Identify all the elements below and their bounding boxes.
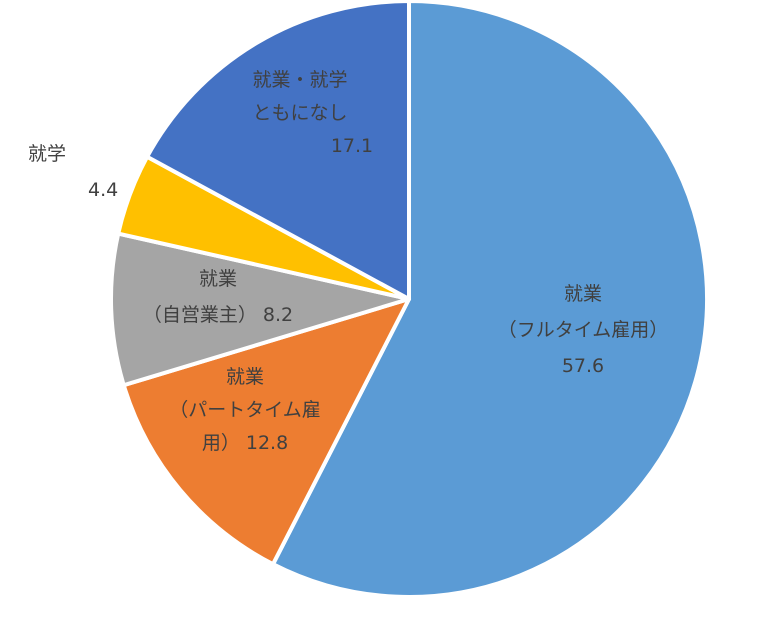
pie-label-2: 就業 （自営業主） 8.2 xyxy=(143,268,293,326)
pie-label-4-line-0: 就業・就学 xyxy=(252,69,347,91)
pie-label-4: 就業・就学ともになし 17.1 xyxy=(252,69,373,157)
pie-label-3: 就学 4.4 xyxy=(28,143,118,201)
pie-label-1: 就業 （パートタイム雇用） 12.8 xyxy=(169,366,321,454)
pie-label-1-value: 用） 12.8 xyxy=(202,432,288,454)
pie-label-4-line-1: ともになし xyxy=(252,102,347,124)
pie-label-0-line-0: 就業 xyxy=(564,283,602,305)
pie-label-2-line-0: 就業 xyxy=(199,268,237,290)
pie-label-0-line-1: （フルタイム雇用） xyxy=(498,319,669,341)
pie-label-3-line-0: 就学 xyxy=(28,143,66,165)
pie-slice-4 xyxy=(145,0,411,301)
pie-slice-0 xyxy=(271,0,709,599)
pie-slice-2 xyxy=(109,231,411,388)
pie-label-1-line-0: 就業 xyxy=(226,366,264,388)
pie-label-0: 就業 （フルタイム雇用） 57.6 xyxy=(498,283,669,377)
pie-label-4-value: 17.1 xyxy=(331,135,373,157)
pie-label-3-value: 4.4 xyxy=(88,179,118,201)
pie-labels: 就業 （フルタイム雇用） 57.6 就業 （パートタイム雇用） 12.8 就業 （自営業主）… xyxy=(28,69,668,454)
pie-label-0-value: 57.6 xyxy=(562,355,604,377)
pie-label-1-line-1: （パートタイム雇 xyxy=(169,399,321,421)
pie-label-2-value: （自営業主） 8.2 xyxy=(143,304,293,326)
pie-slices xyxy=(109,0,709,599)
